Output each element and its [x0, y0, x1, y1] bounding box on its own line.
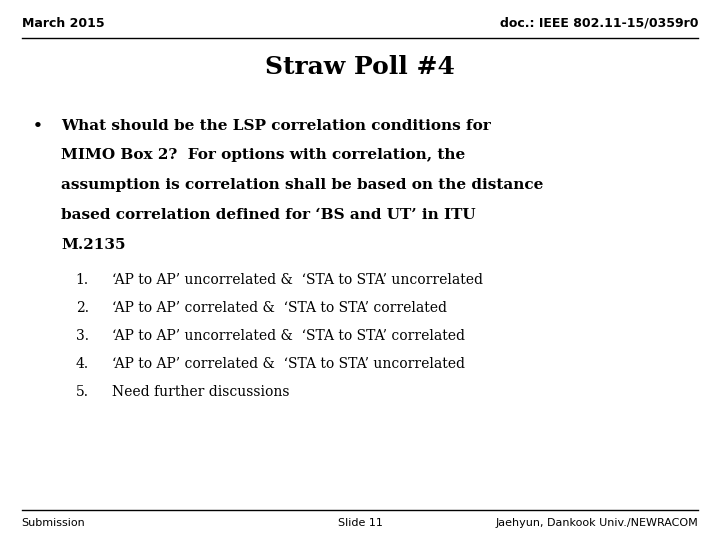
- Text: Need further discussions: Need further discussions: [112, 385, 289, 399]
- Text: ‘AP to AP’ correlated &  ‘STA to STA’ uncorrelated: ‘AP to AP’ correlated & ‘STA to STA’ unc…: [112, 357, 464, 371]
- Text: •: •: [32, 119, 42, 133]
- Text: 1.: 1.: [76, 273, 89, 287]
- Text: 5.: 5.: [76, 385, 89, 399]
- Text: Submission: Submission: [22, 518, 86, 529]
- Text: Straw Poll #4: Straw Poll #4: [265, 56, 455, 79]
- Text: M.2135: M.2135: [61, 238, 126, 252]
- Text: Slide 11: Slide 11: [338, 518, 382, 529]
- Text: ‘AP to AP’ uncorrelated &  ‘STA to STA’ correlated: ‘AP to AP’ uncorrelated & ‘STA to STA’ c…: [112, 329, 464, 343]
- Text: ‘AP to AP’ uncorrelated &  ‘STA to STA’ uncorrelated: ‘AP to AP’ uncorrelated & ‘STA to STA’ u…: [112, 273, 482, 287]
- Text: ‘AP to AP’ correlated &  ‘STA to STA’ correlated: ‘AP to AP’ correlated & ‘STA to STA’ cor…: [112, 301, 446, 315]
- Text: doc.: IEEE 802.11-15/0359r0: doc.: IEEE 802.11-15/0359r0: [500, 17, 698, 30]
- Text: 4.: 4.: [76, 357, 89, 371]
- Text: based correlation defined for ‘BS and UT’ in ITU: based correlation defined for ‘BS and UT…: [61, 208, 476, 222]
- Text: assumption is correlation shall be based on the distance: assumption is correlation shall be based…: [61, 178, 544, 192]
- Text: MIMO Box 2?  For options with correlation, the: MIMO Box 2? For options with correlation…: [61, 148, 465, 163]
- Text: 2.: 2.: [76, 301, 89, 315]
- Text: 3.: 3.: [76, 329, 89, 343]
- Text: March 2015: March 2015: [22, 17, 104, 30]
- Text: What should be the LSP correlation conditions for: What should be the LSP correlation condi…: [61, 119, 491, 133]
- Text: Jaehyun, Dankook Univ./NEWRACOM: Jaehyun, Dankook Univ./NEWRACOM: [495, 518, 698, 529]
